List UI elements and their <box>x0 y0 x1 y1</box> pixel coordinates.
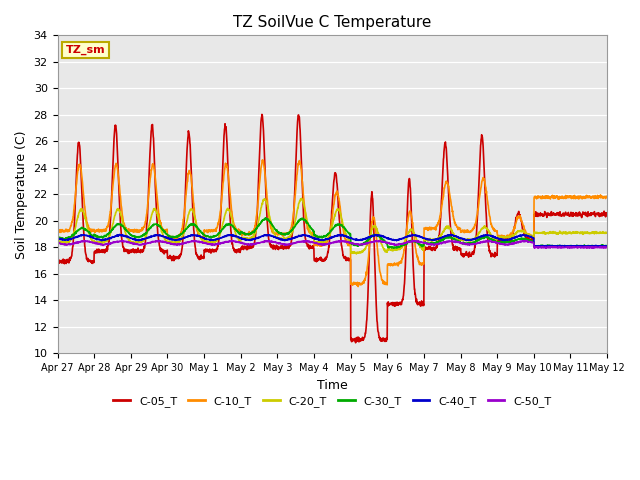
Line: C-20_T: C-20_T <box>58 198 607 254</box>
C-40_T <box>555 243 563 249</box>
C-30_T <box>393 245 401 251</box>
X-axis label: Time: Time <box>317 379 348 392</box>
C-40_T <box>207 237 215 243</box>
Line: C-50_T: C-50_T <box>58 240 607 248</box>
C-20_T <box>361 247 369 252</box>
C-05_T <box>493 251 500 257</box>
Legend: C-05_T, C-10_T, C-20_T, C-30_T, C-40_T, C-50_T: C-05_T, C-10_T, C-20_T, C-30_T, C-40_T, … <box>109 392 556 411</box>
C-50_T <box>555 244 563 250</box>
C-10_T <box>207 228 214 234</box>
Line: C-40_T: C-40_T <box>58 235 607 247</box>
C-40_T <box>348 236 356 241</box>
C-10_T <box>570 194 578 200</box>
Title: TZ SoilVue C Temperature: TZ SoilVue C Temperature <box>233 15 431 30</box>
Line: C-10_T: C-10_T <box>58 160 607 287</box>
Line: C-05_T: C-05_T <box>58 114 607 343</box>
C-50_T <box>155 238 163 243</box>
C-30_T <box>360 240 368 245</box>
Line: C-30_T: C-30_T <box>58 218 607 248</box>
C-05_T <box>361 334 369 340</box>
C-30_T <box>604 243 611 249</box>
C-30_T <box>207 233 214 239</box>
C-50_T <box>207 241 215 247</box>
C-20_T <box>604 230 611 236</box>
C-10_T <box>259 157 266 163</box>
C-20_T <box>298 195 305 201</box>
C-20_T <box>353 251 360 257</box>
C-05_T <box>207 250 214 256</box>
C-50_T <box>348 240 356 246</box>
C-30_T <box>570 243 578 249</box>
Y-axis label: Soil Temperature (C): Soil Temperature (C) <box>15 130 28 259</box>
C-50_T <box>589 245 596 251</box>
C-10_T <box>54 227 61 233</box>
C-05_T <box>352 340 360 346</box>
C-20_T <box>555 230 563 236</box>
C-20_T <box>207 239 214 245</box>
C-30_T <box>555 243 563 249</box>
C-40_T <box>54 235 61 241</box>
C-10_T <box>604 193 611 199</box>
C-50_T <box>570 245 578 251</box>
C-05_T <box>570 211 578 217</box>
C-10_T <box>355 284 362 289</box>
C-40_T <box>492 235 500 241</box>
C-05_T <box>348 337 356 343</box>
C-20_T <box>54 239 61 245</box>
C-10_T <box>493 228 500 234</box>
C-30_T <box>262 215 269 221</box>
C-30_T <box>493 239 500 244</box>
C-05_T <box>555 210 563 216</box>
C-10_T <box>555 196 563 202</box>
C-40_T <box>116 232 124 238</box>
C-30_T <box>348 241 356 247</box>
C-40_T <box>570 243 578 249</box>
C-40_T <box>604 243 611 249</box>
C-10_T <box>348 281 356 287</box>
C-05_T <box>604 213 611 218</box>
C-20_T <box>570 230 578 236</box>
C-50_T <box>492 240 500 246</box>
C-50_T <box>54 240 61 246</box>
C-10_T <box>361 278 369 284</box>
C-30_T <box>54 234 61 240</box>
C-40_T <box>360 236 368 242</box>
C-05_T <box>54 257 61 263</box>
Text: TZ_sm: TZ_sm <box>66 45 106 55</box>
C-20_T <box>348 249 356 255</box>
C-50_T <box>360 240 368 246</box>
C-50_T <box>604 244 611 250</box>
C-05_T <box>258 111 266 117</box>
C-20_T <box>493 237 500 242</box>
C-40_T <box>563 244 570 250</box>
